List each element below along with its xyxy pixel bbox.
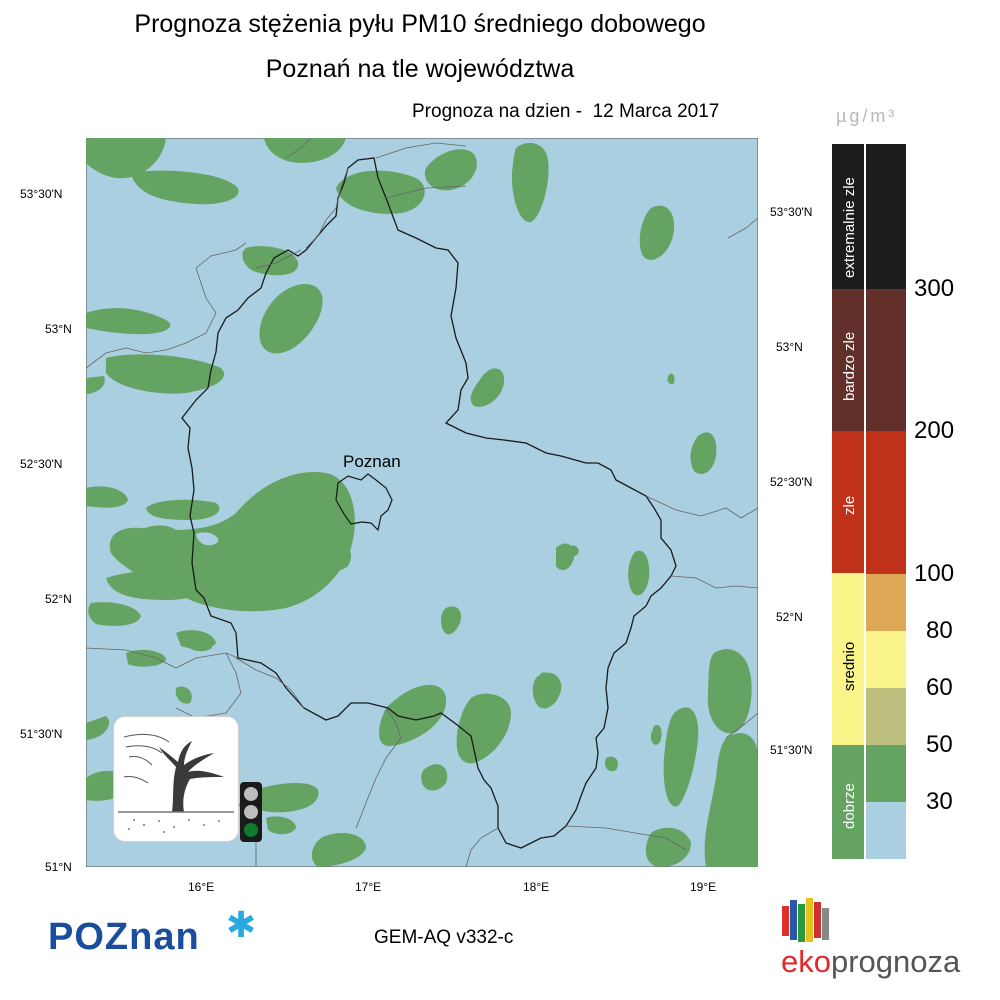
lat-label-left: 52°N [45, 592, 72, 606]
lat-label-left: 53°30'N [20, 187, 63, 201]
scale-value: 80 [926, 617, 953, 644]
lat-label-right: 52°N [776, 610, 803, 624]
lat-label-right: 51°30'N [770, 743, 813, 757]
legend-category-label: extremalnie zle [841, 177, 858, 278]
legend-category: bardzo zle [832, 289, 864, 431]
legend-category-label: srednio [841, 641, 858, 691]
scale-swatch [866, 574, 906, 631]
legend-category-label: dobrze [841, 783, 858, 829]
logo-part-eko: eko [781, 944, 831, 979]
city-label: Poznan [343, 452, 401, 471]
wind-tree-icon [118, 734, 234, 833]
lon-label: 16°E [188, 880, 215, 894]
lon-label: 19°E [690, 880, 717, 894]
pm10-good-areas [86, 138, 758, 867]
legend-category-label: bardzo zle [841, 331, 858, 401]
light-middle [244, 805, 258, 819]
lat-label-right: 53°N [776, 340, 803, 354]
scale-value: 200 [914, 417, 955, 444]
legend-category: dobrze [832, 745, 864, 859]
legend-category: extremalnie zle [832, 144, 864, 289]
scale-swatch [866, 688, 906, 745]
scale-swatch [866, 631, 906, 688]
wind-panel [113, 716, 239, 842]
scale-swatch [866, 745, 906, 802]
lat-label-left: 51°30'N [20, 727, 63, 741]
scale-value: 300 [914, 275, 955, 302]
scale-value: 50 [926, 731, 953, 758]
lat-label-left: 51°N [45, 860, 72, 874]
poznan-logo: POZnan ✱ [48, 904, 256, 959]
map-title: Prognoza stężenia pyłu PM10 średniego do… [134, 10, 706, 38]
legend-category: zle [832, 431, 864, 573]
light-top [244, 787, 258, 801]
lat-label-left: 52°30'N [20, 457, 63, 471]
traffic-light-icon [240, 782, 262, 842]
legend-category-label: zle [841, 495, 858, 515]
asterisk-icon: ✱ [226, 904, 258, 945]
voivodeship-border [181, 157, 677, 849]
ekoprognoza-bars-icon [782, 898, 829, 942]
model-label: GEM-AQ v332-c [374, 927, 514, 948]
scale-value: 30 [926, 788, 953, 815]
scale-swatch [866, 802, 906, 859]
forecast-date: Prognoza na dzien - 12 Marca 2017 [412, 101, 720, 122]
map-subtitle: Poznań na tle województwa [265, 55, 575, 83]
poznan-city-border [335, 473, 393, 532]
light-bottom [244, 823, 258, 837]
legend-category: srednio [832, 573, 864, 745]
scale-value: 100 [914, 560, 955, 587]
scale-value: 60 [926, 674, 953, 701]
scale-swatch [866, 289, 906, 431]
scale-swatch [866, 431, 906, 574]
lon-label: 17°E [355, 880, 382, 894]
lat-label-right: 53°30'N [770, 205, 813, 219]
lat-label-right: 52°30'N [770, 475, 813, 489]
ekoprognoza-logo: ekoprognoza [781, 944, 960, 980]
scale-swatch [866, 144, 906, 289]
poznan-logo-text: POZnan [48, 916, 200, 958]
lon-label: 18°E [523, 880, 550, 894]
unit-label: µg/m³ [836, 106, 898, 126]
logo-part-prognoza: prognoza [830, 944, 961, 979]
lat-label-left: 53°N [45, 322, 72, 336]
